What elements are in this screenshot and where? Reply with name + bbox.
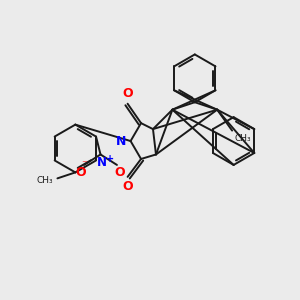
Text: N: N <box>116 134 126 148</box>
Text: CH₃: CH₃ <box>36 176 53 185</box>
Text: CH₃: CH₃ <box>235 134 251 142</box>
Text: O: O <box>122 181 133 194</box>
Text: O: O <box>115 167 125 179</box>
Text: O: O <box>122 87 133 100</box>
Text: O: O <box>76 167 86 179</box>
Text: N: N <box>97 156 107 169</box>
Text: +: + <box>106 154 114 164</box>
Text: ⁻: ⁻ <box>81 159 87 169</box>
